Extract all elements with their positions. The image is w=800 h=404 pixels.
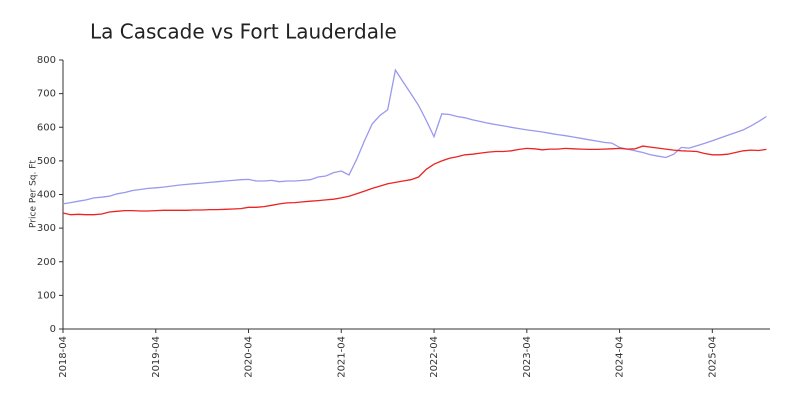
y-tick-label: 700: [37, 89, 56, 100]
y-tick-label: 300: [37, 223, 56, 234]
x-tick-label: 2025-04: [707, 336, 718, 378]
y-tick-label: 100: [37, 290, 56, 301]
y-tick-label: 500: [37, 156, 56, 167]
x-tick-label: 2018-04: [58, 336, 69, 378]
x-tick-label: 2020-04: [244, 336, 255, 378]
chart-title: La Cascade vs Fort Lauderdale: [90, 20, 397, 44]
x-tick-label: 2022-04: [429, 336, 440, 378]
x-tick-label: 2024-04: [615, 336, 626, 378]
y-tick-label: 600: [37, 122, 56, 133]
x-tick-label: 2023-04: [522, 336, 533, 378]
x-tick-label: 2021-04: [336, 336, 347, 378]
series-line: [62, 68, 767, 205]
y-tick-label: 400: [37, 190, 56, 201]
y-axis-label: Price Per Sq. Ft: [29, 160, 39, 228]
y-tick-label: 800: [37, 55, 56, 66]
y-tick-label: 200: [37, 257, 56, 268]
x-tick-label: 2019-04: [151, 336, 162, 378]
y-tick-label: 0: [50, 324, 56, 335]
series-line: [62, 145, 767, 216]
